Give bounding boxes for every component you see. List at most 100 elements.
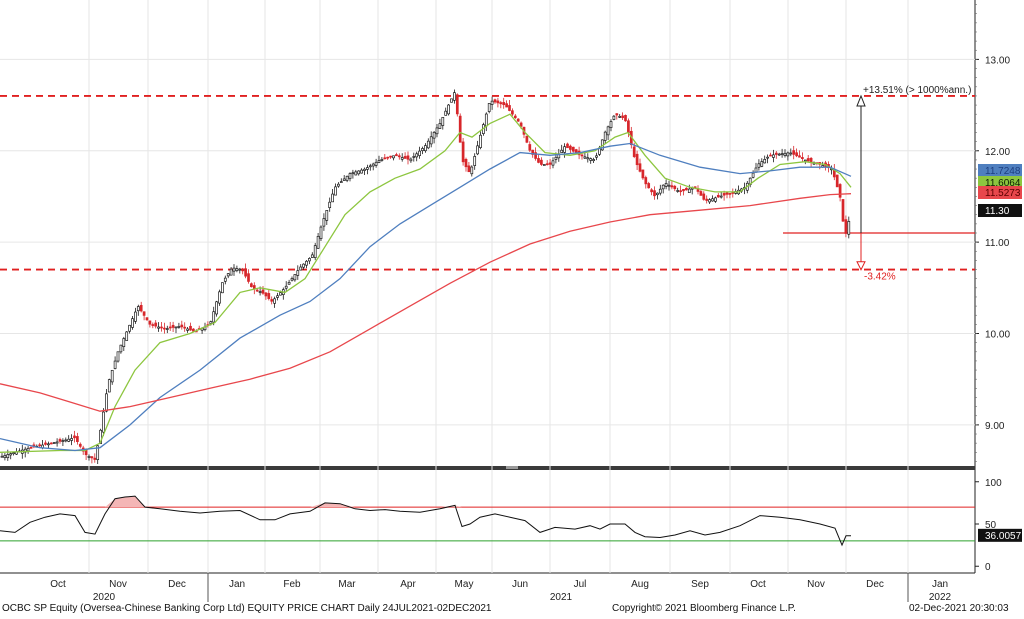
candle-body <box>409 158 413 162</box>
candle-body <box>844 219 848 234</box>
price-tick-label: 9.00 <box>985 421 1005 432</box>
candle-body <box>113 360 117 369</box>
candle-body <box>348 173 352 180</box>
candle-body <box>334 186 337 196</box>
candle-body <box>656 192 659 196</box>
candle-body <box>328 201 332 209</box>
last-value-tag-label: 11.6064 <box>985 178 1021 189</box>
month-tick-label: Oct <box>750 579 766 590</box>
candle-body <box>105 393 108 412</box>
candle-body <box>792 150 796 155</box>
candle-body <box>589 158 593 161</box>
candle-body <box>58 439 62 442</box>
candle-body <box>685 187 688 191</box>
candle-body <box>128 324 131 332</box>
price-tick-label: 12.00 <box>985 147 1010 158</box>
candle-body <box>632 146 636 157</box>
candle-body <box>70 438 73 441</box>
candle-body <box>339 181 343 183</box>
candle-body <box>371 163 375 167</box>
candle-body <box>650 189 653 193</box>
candle-body <box>351 172 355 175</box>
month-tick-label: Oct <box>50 579 66 590</box>
month-tick-label: Sep <box>691 579 709 590</box>
candle-body <box>774 152 778 155</box>
candle-body <box>296 270 300 276</box>
candle-body <box>337 183 340 187</box>
target-up-arrowhead <box>856 94 866 107</box>
candle-body <box>592 159 595 162</box>
candle-body <box>534 152 537 159</box>
candle-body <box>772 154 775 158</box>
candle-body <box>235 268 239 272</box>
candle-body <box>165 328 169 330</box>
candle-body <box>273 298 276 304</box>
candle-body <box>432 131 436 139</box>
candle-body <box>325 210 329 221</box>
candle-body <box>151 324 155 326</box>
candle-body <box>714 197 717 202</box>
candle-body <box>293 274 297 281</box>
candle-body <box>769 154 772 157</box>
candle-body <box>345 175 349 181</box>
candle-body <box>261 289 265 294</box>
candle-body <box>548 162 552 165</box>
candle-body <box>783 152 787 157</box>
candle-body <box>511 110 514 115</box>
candle-body <box>676 190 680 192</box>
candle-body <box>447 104 450 115</box>
candle-body <box>418 150 421 156</box>
candle-body <box>267 293 271 299</box>
candle-body <box>809 157 813 163</box>
candle-body <box>96 445 100 461</box>
candle-body <box>716 194 720 198</box>
candle-body <box>566 143 569 149</box>
candle-body <box>702 193 706 200</box>
candle-body <box>168 326 172 329</box>
year-tick-label: 2021 <box>550 592 573 602</box>
candle-body <box>563 146 566 153</box>
candle-body <box>258 291 262 293</box>
candle-body <box>835 174 839 188</box>
candle-body <box>803 159 807 162</box>
candle-body <box>780 153 784 156</box>
candle-body <box>731 192 735 194</box>
candle-body <box>644 177 648 185</box>
candle-body <box>313 245 317 258</box>
candle-body <box>789 152 793 155</box>
candle-body <box>316 235 320 249</box>
candle-body <box>232 267 236 272</box>
candle-body <box>331 193 334 203</box>
candle-body <box>725 192 729 195</box>
candle-body <box>377 160 381 163</box>
candle-body <box>183 326 187 329</box>
candle-body <box>508 105 511 111</box>
candle-body <box>403 156 407 159</box>
candle-body <box>290 278 294 281</box>
candle-body <box>395 154 398 157</box>
candle-body <box>134 311 137 322</box>
candle-body <box>119 344 123 353</box>
candle-body <box>52 442 56 444</box>
rsi-tick-label: 50 <box>985 520 997 531</box>
candle-body <box>505 103 508 108</box>
month-tick-label: May <box>455 579 474 590</box>
candle-body <box>389 155 392 158</box>
candle-body <box>157 326 160 329</box>
month-tick-label: Jul <box>574 579 587 590</box>
candle-body <box>180 324 184 328</box>
candle-body <box>212 311 216 323</box>
candle-body <box>102 411 105 433</box>
candle-body <box>777 153 781 156</box>
candle-body <box>542 164 546 166</box>
candle-body <box>661 184 665 190</box>
candle-body <box>801 157 804 159</box>
candle-body <box>287 281 291 285</box>
month-tick-label: Nov <box>807 579 825 590</box>
candle-body <box>145 317 149 321</box>
candle-body <box>93 457 97 460</box>
candle-body <box>392 155 395 159</box>
candle-body <box>363 168 366 171</box>
candle-body <box>148 320 152 325</box>
candle-body <box>49 442 53 445</box>
